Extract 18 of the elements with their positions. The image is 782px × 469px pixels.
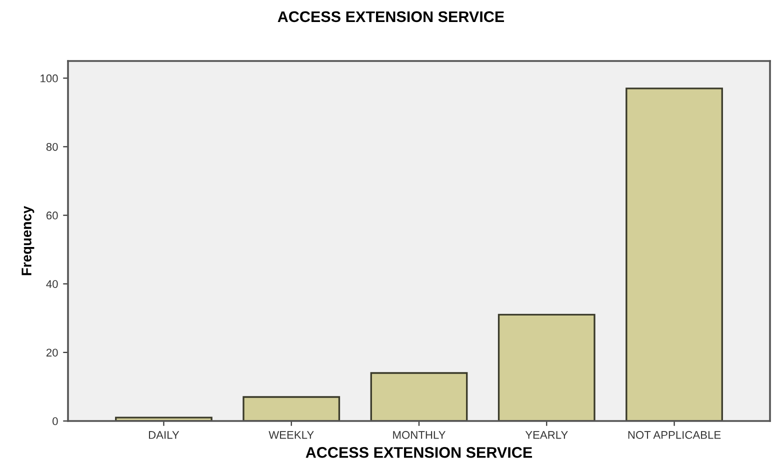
y-tick-label: 100 — [40, 74, 58, 82]
y-tick-label: 60 — [46, 212, 58, 220]
bar — [242, 396, 340, 421]
y-tick-label: 80 — [46, 142, 58, 151]
y-tick-label: 40 — [46, 280, 58, 288]
y-tick-label: 0 — [52, 417, 58, 426]
y-axis-title: Frequency — [22, 206, 34, 276]
chart-title: ACCESS EXTENSION SERVICE — [278, 11, 504, 22]
x-tick-label: MONTHLY — [393, 431, 446, 439]
bar — [370, 372, 468, 421]
x-tick-label: WEEKLY — [268, 431, 314, 439]
x-tick-label: YEARLY — [525, 431, 568, 439]
bar — [498, 314, 596, 421]
x-axis-title: ACCESS EXTENSION SERVICE — [306, 447, 532, 458]
y-tick-label: 20 — [46, 348, 58, 357]
x-tick-label: DAILY — [148, 431, 180, 439]
bar — [626, 88, 723, 421]
x-tick-label: NOT APPLICABLE — [628, 431, 721, 439]
